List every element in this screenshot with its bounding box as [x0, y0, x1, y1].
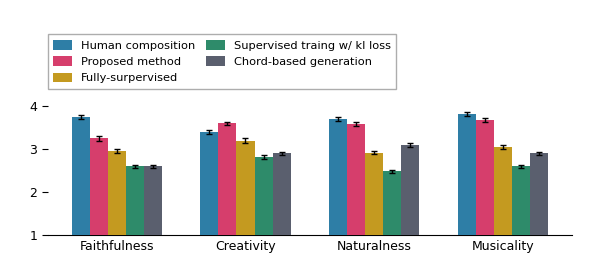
- Bar: [89, 139, 108, 270]
- Bar: [383, 171, 402, 270]
- Bar: [476, 120, 494, 270]
- Bar: [72, 117, 89, 270]
- Bar: [108, 151, 126, 270]
- Bar: [237, 141, 254, 270]
- Bar: [347, 124, 365, 270]
- Bar: [329, 119, 347, 270]
- Bar: [512, 166, 530, 270]
- Bar: [365, 153, 383, 270]
- Bar: [402, 145, 420, 270]
- Bar: [530, 153, 548, 270]
- Bar: [126, 166, 144, 270]
- Bar: [200, 132, 218, 270]
- Bar: [254, 157, 272, 270]
- Bar: [218, 123, 237, 270]
- Bar: [272, 153, 291, 270]
- Legend: Human composition, Proposed method, Fully-surpervised, Supervised traing w/ kl l: Human composition, Proposed method, Full…: [48, 34, 396, 89]
- Bar: [494, 147, 512, 270]
- Bar: [144, 166, 162, 270]
- Bar: [458, 114, 476, 270]
